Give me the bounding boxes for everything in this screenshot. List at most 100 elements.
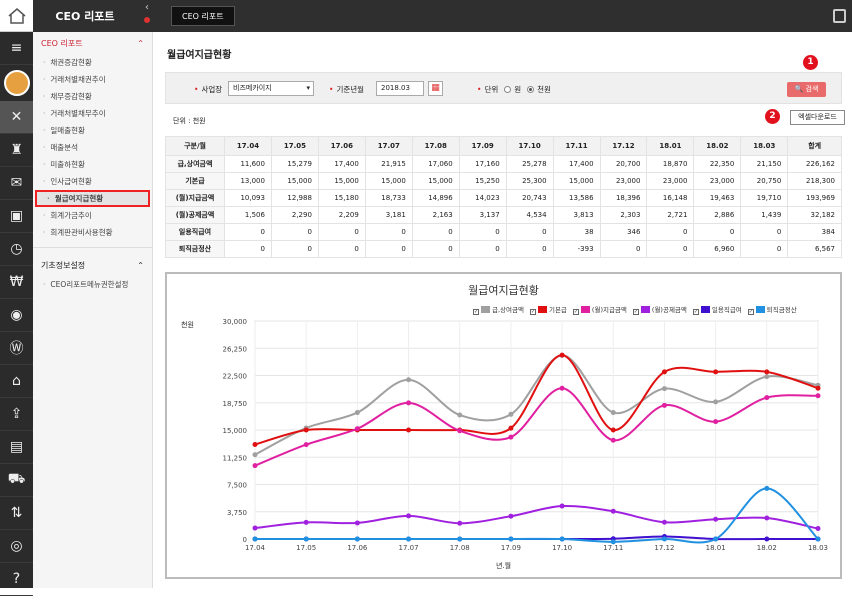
sidebar-item-selected[interactable]: 월급여지급현황 xyxy=(35,190,150,207)
mail-icon[interactable]: ✉ xyxy=(0,167,33,200)
text-doc-icon[interactable]: ▤ xyxy=(0,431,33,464)
table-cell: 23,000 xyxy=(646,172,695,190)
table-cell: 2,721 xyxy=(646,206,695,224)
checkbox-icon[interactable]: ✓ xyxy=(692,309,699,315)
data-point xyxy=(252,452,258,458)
table-cell: 21,915 xyxy=(364,155,413,173)
tab-ceo-report[interactable]: CEO 리포트 xyxy=(171,6,235,26)
calendar-icon[interactable]: ▦ xyxy=(428,81,443,96)
data-point xyxy=(508,536,514,542)
sidebar-section-ceo[interactable]: CEO 리포트 ⌃ xyxy=(41,38,144,48)
help-icon[interactable]: ? xyxy=(0,563,33,596)
erp-icon[interactable]: ◎ xyxy=(0,530,33,563)
business-select[interactable]: 비즈메카이지 ▾ xyxy=(228,81,314,96)
sidebar-item[interactable]: 채무증감현황 xyxy=(33,88,152,105)
y-tick-label: 18,750 xyxy=(223,400,248,408)
search-button[interactable]: 🔍 검색 xyxy=(787,82,826,97)
table-cell: 4,534 xyxy=(505,206,554,224)
stamp-icon[interactable]: ♜ xyxy=(0,134,33,167)
car-icon[interactable]: ⛟ xyxy=(0,464,33,497)
page-title: 월급여지급현황 xyxy=(167,50,232,61)
sidebar-item[interactable]: 매출분석 xyxy=(33,139,152,156)
checkbox-icon[interactable]: ✓ xyxy=(572,309,579,315)
table-cell: 13,000 xyxy=(224,172,272,190)
data-point xyxy=(661,402,667,408)
data-point xyxy=(559,536,565,542)
calculator-icon[interactable] xyxy=(833,9,846,23)
legend-item[interactable]: ✓ (월)공제금액 xyxy=(632,306,687,315)
checkbox-icon[interactable]: ✓ xyxy=(529,309,536,315)
table-cell: 13,586 xyxy=(552,189,601,207)
data-point xyxy=(252,463,258,469)
series-line xyxy=(254,354,819,446)
sidebar-item[interactable]: 거래처별채무추이 xyxy=(33,105,152,122)
column-header: 17.12 xyxy=(599,136,648,156)
column-header: 17.09 xyxy=(458,136,507,156)
web-icon[interactable]: Ⓦ xyxy=(0,332,33,365)
data-point xyxy=(815,393,821,399)
table-cell: 15,000 xyxy=(411,172,460,190)
sidebar-item[interactable]: CEO리포트메뉴권한설정 xyxy=(33,276,152,293)
table-cell: 3,181 xyxy=(364,206,413,224)
table-cell: 21,150 xyxy=(740,155,789,173)
sidebar-item[interactable]: 미출하현황 xyxy=(33,156,152,173)
data-point xyxy=(713,399,719,405)
sidebar-item[interactable]: 회계가금추이 xyxy=(33,207,152,224)
table-cell: 19,710 xyxy=(740,189,789,207)
checkbox-icon[interactable]: ✓ xyxy=(632,309,639,315)
legend-item[interactable]: ✓ 급,상여금액 xyxy=(473,306,524,315)
table-cell: 193,969 xyxy=(787,189,842,207)
chart-legend: ✓ 급,상여금액 ✓ 기본급 ✓ (월)지급금액 ✓ (월)공제금액 ✓ 일용직급여 ✓ 퇴직금정산 xyxy=(467,304,797,315)
data-point xyxy=(354,426,360,432)
data-point xyxy=(406,377,412,383)
excel-download-button[interactable]: 엑셀다운로드 xyxy=(790,110,845,125)
won-doc-icon[interactable]: ₩ xyxy=(0,266,33,299)
unit-radio-won[interactable] xyxy=(504,86,512,93)
main-content: 월급여지급현황 • 사업장 비즈메카이지 ▾ • 기준년월 2018.03 ▦ • 단위… xyxy=(153,32,852,588)
collapse-sidebar-button[interactable]: ‹ xyxy=(137,2,157,30)
sidebar-item[interactable]: 거래처별채권추이 xyxy=(33,71,152,88)
sidebar-item[interactable]: 일매출현황 xyxy=(33,122,152,139)
tools-icon[interactable]: ✕ xyxy=(0,101,33,134)
checkbox-icon[interactable]: ✓ xyxy=(473,309,479,315)
table-row: 퇴직금정산 0 0 0 0 0 0 0 -393 0 0 6,960 0 6,567 xyxy=(164,240,842,258)
table-cell: 0 xyxy=(411,240,460,258)
column-header: 18.02 xyxy=(693,136,742,156)
legend-item[interactable]: ✓ (월)지급금액 xyxy=(572,306,627,315)
alarm-icon[interactable]: ◷ xyxy=(0,233,33,266)
table-cell: 19,463 xyxy=(693,189,742,207)
x-tick-label: 17.12 xyxy=(654,544,674,552)
coin-icon[interactable]: ◉ xyxy=(0,299,33,332)
unit-radio-thousand[interactable] xyxy=(527,86,535,93)
table-cell: 2,290 xyxy=(270,206,319,224)
table-cell: 0 xyxy=(364,240,413,258)
unit-selector: • 단위 원 천원 xyxy=(477,85,551,94)
home-icon[interactable] xyxy=(0,0,33,32)
table-cell: 218,300 xyxy=(787,172,842,190)
legend-item[interactable]: ✓ 일용직급여 xyxy=(692,306,742,315)
legend-item[interactable]: ✓ 기본급 xyxy=(529,306,567,315)
notification-dot xyxy=(144,17,150,23)
id-card-icon[interactable]: ▣ xyxy=(0,200,33,233)
checkbox-icon[interactable]: ✓ xyxy=(747,309,754,315)
table-cell: 1,439 xyxy=(740,206,789,224)
sidebar-item[interactable]: 인사급여현황 xyxy=(33,173,152,190)
date-input[interactable]: 2018.03 xyxy=(376,81,424,96)
table-cell: 15,000 xyxy=(270,172,319,190)
shop-icon[interactable]: ⌂ xyxy=(0,365,33,398)
menu-icon[interactable]: ≡ xyxy=(0,32,33,65)
table-row: (월)지급금액 10,093 12,988 15,180 18,733 14,896 14,… xyxy=(164,189,842,207)
series-line xyxy=(254,504,819,530)
data-point xyxy=(354,410,360,416)
transfer-icon[interactable]: ⇅ xyxy=(0,497,33,530)
table-cell: 6,567 xyxy=(787,240,842,258)
brand-title: CEO 리포트 xyxy=(55,10,115,23)
sidebar-item[interactable]: 회계판관비사용현황 xyxy=(33,224,152,241)
legend-item[interactable]: ✓ 퇴직금정산 xyxy=(747,306,797,315)
sidebar-item[interactable]: 채권증감현황 xyxy=(33,54,152,71)
avatar[interactable] xyxy=(0,65,33,101)
data-point xyxy=(713,536,719,542)
upload-doc-icon[interactable]: ⇪ xyxy=(0,398,33,431)
chevron-up-icon: ⌃ xyxy=(137,260,144,270)
sidebar-section-settings[interactable]: 기초정보설정 ⌃ xyxy=(41,260,144,270)
